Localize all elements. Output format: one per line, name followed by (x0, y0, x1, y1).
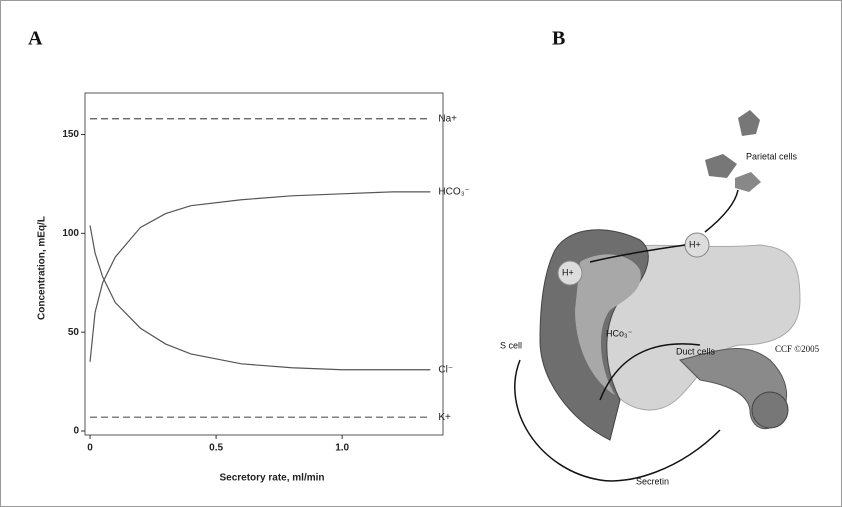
parietal-cell (738, 110, 760, 136)
series-label: Cl⁻ (438, 364, 453, 375)
acinus (751, 391, 789, 429)
panel-a-label: A (28, 28, 43, 50)
series-line (89, 191, 431, 362)
x-axis-label: Secretory rate, ml/min (219, 473, 324, 484)
y-tick-label: 0 (73, 426, 79, 437)
panel-b-label: B (552, 28, 565, 50)
x-tick-label: 1.0 (335, 443, 349, 454)
hco3-label: HCo₃⁻ (606, 328, 633, 338)
credit: CCF ©2005 (775, 344, 820, 354)
duct-cells-label: Duct cells (676, 346, 716, 356)
y-tick-label: 50 (68, 327, 80, 338)
illustration (514, 110, 801, 482)
h-plus-label: H+ (689, 239, 701, 249)
arrow (589, 244, 686, 263)
parietal-cells-label: Parietal cells (746, 151, 798, 161)
series-label: Na+ (438, 113, 457, 124)
secretin-label: Secretin (636, 476, 669, 486)
plot-frame (84, 92, 444, 436)
series-line (89, 225, 431, 371)
y-tick-label: 100 (62, 228, 79, 239)
y-axis-label: Concentration, mEq/L (37, 216, 48, 320)
arrow (514, 359, 721, 482)
h-plus-label: H+ (562, 267, 574, 277)
chart: 0 50 100 150 0 0.5 1.0 Secretory rate, ml/min Co… (37, 92, 470, 484)
series-label: HCO₃⁻ (438, 186, 470, 197)
x-tick-label: 0.5 (209, 443, 223, 454)
parietal-cell (735, 172, 761, 192)
duodenum-inner (575, 254, 641, 395)
arrow (599, 343, 701, 401)
arrow (704, 189, 739, 233)
series-label: K+ (438, 412, 451, 423)
s-cell-label: S cell (500, 340, 522, 350)
pancreas (589, 244, 801, 411)
x-tick-label: 0 (87, 443, 93, 454)
h-bubble (557, 260, 583, 286)
parietal-cell (705, 154, 737, 178)
y-tick-label: 150 (62, 129, 79, 140)
